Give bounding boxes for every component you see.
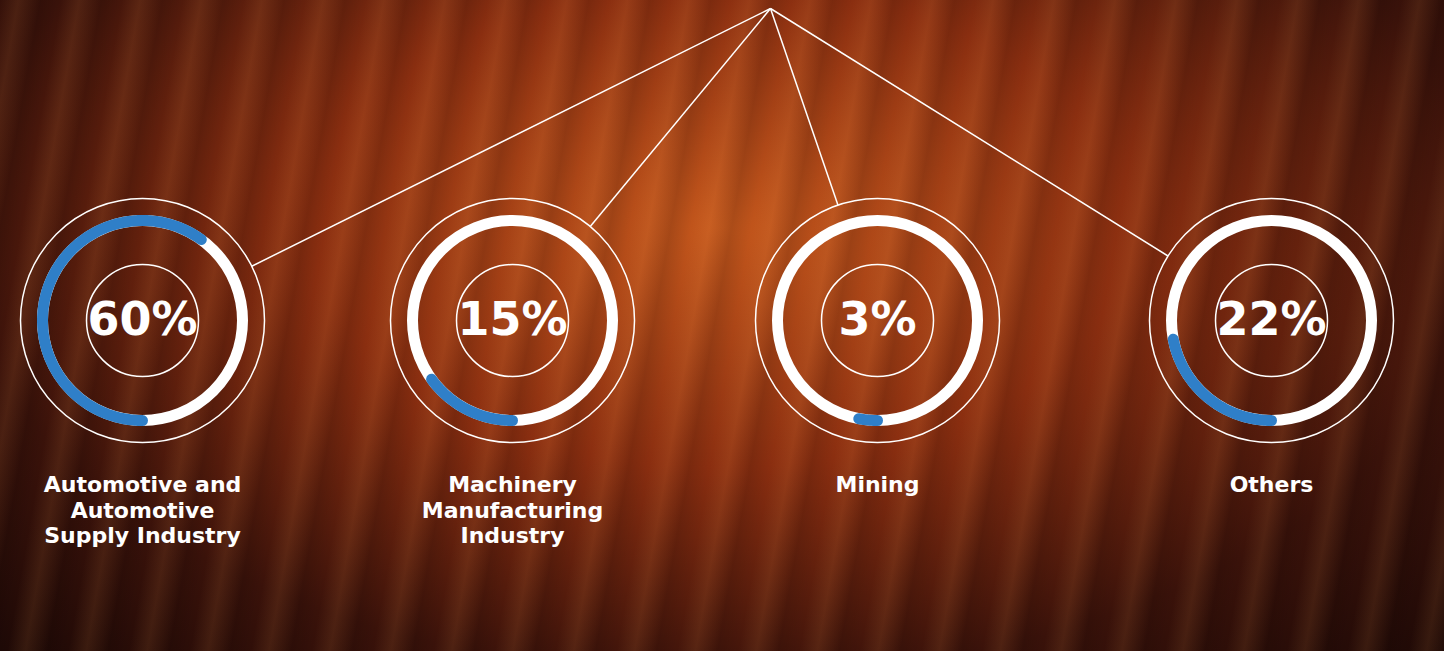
svg-text:Others: Others [1230,472,1314,497]
svg-text:Mining: Mining [835,472,919,497]
svg-text:Automotive andAutomotiveSupply: Automotive andAutomotiveSupply Industry [44,472,242,548]
svg-text:MachineryManufacturingIndustry: MachineryManufacturingIndustry [422,472,604,548]
svg-text:3%: 3% [838,292,916,346]
svg-text:22%: 22% [1216,292,1326,346]
svg-text:15%: 15% [457,292,567,346]
svg-text:60%: 60% [87,292,197,346]
